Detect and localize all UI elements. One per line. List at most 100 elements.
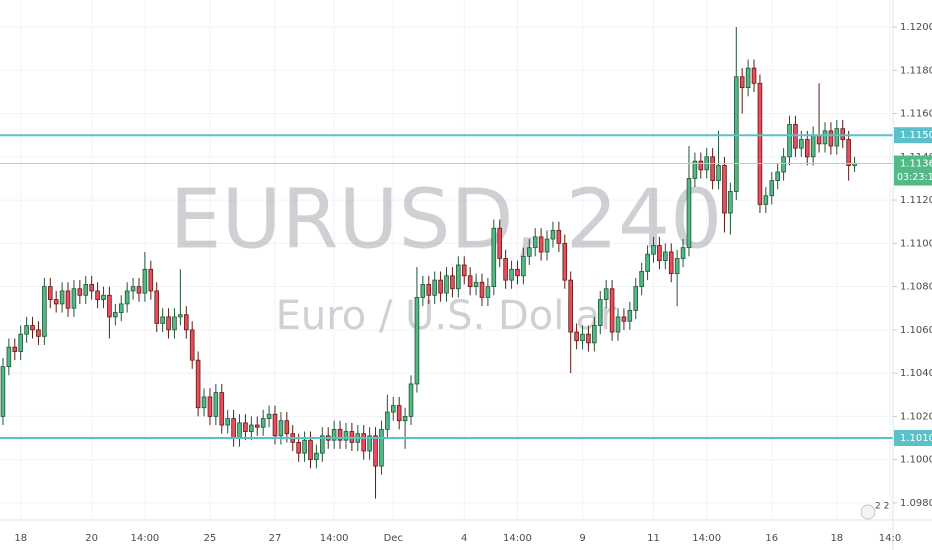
candle-body	[544, 238, 550, 253]
candle-body	[503, 258, 508, 281]
candle-body	[260, 418, 266, 428]
y-tick-label: 1.10400	[900, 368, 932, 379]
candle-body	[231, 418, 236, 439]
candle-body	[680, 247, 686, 259]
candle-body	[414, 297, 420, 385]
candle-body	[556, 229, 562, 244]
candle-body	[166, 316, 171, 331]
candle-body	[532, 236, 538, 249]
candle-body	[757, 82, 763, 205]
candle-body	[12, 346, 18, 352]
candles	[0, 27, 893, 499]
candle-body	[698, 160, 704, 171]
candle-body	[278, 420, 284, 437]
candle-body	[733, 76, 739, 192]
candle-body	[538, 236, 544, 253]
candle-body	[461, 264, 467, 277]
candle-body	[385, 411, 390, 430]
candle-body	[787, 123, 792, 158]
candle-body	[710, 156, 715, 182]
badge-icon	[860, 504, 876, 520]
candle-body	[65, 290, 71, 309]
candle-body	[651, 245, 656, 255]
candle-body	[361, 433, 366, 452]
candle-body	[160, 316, 165, 324]
candle-body	[438, 279, 443, 294]
y-tick-label: 1.11000	[900, 238, 932, 249]
candle-body	[775, 171, 780, 182]
candle-body	[396, 405, 402, 422]
candle-body	[769, 180, 775, 197]
candle-body	[621, 316, 627, 322]
candle-body	[444, 275, 449, 294]
candle-body	[728, 191, 733, 214]
candle-body	[266, 413, 272, 419]
x-tick-label: 4	[461, 533, 467, 544]
candle-body	[249, 424, 254, 432]
candle-body	[692, 160, 698, 179]
x-tick-label: 16	[765, 533, 778, 544]
candle-body	[71, 288, 77, 309]
last-price-box	[894, 155, 932, 186]
candle-body	[189, 329, 195, 361]
candle-body	[0, 366, 6, 417]
candle-body	[408, 383, 414, 417]
candle-body	[834, 128, 840, 147]
candle-body	[521, 255, 526, 277]
candle-body	[799, 139, 804, 149]
candle-body	[828, 130, 834, 147]
candle-body	[101, 294, 106, 300]
candle-body	[6, 346, 12, 368]
candle-body	[219, 392, 225, 426]
candle-body	[722, 165, 727, 214]
candle-body	[751, 67, 757, 84]
candle-body	[592, 325, 597, 344]
candle-body	[479, 281, 485, 298]
candle-body	[633, 286, 639, 311]
x-tick-label: 18	[14, 533, 27, 544]
badge-text: 2 2	[875, 502, 889, 512]
x-tick-label: 11	[647, 533, 660, 544]
candle-body	[515, 268, 520, 277]
candle-body	[580, 333, 585, 342]
candle-body	[36, 329, 41, 337]
x-tick-label: 25	[204, 533, 217, 544]
candle-body	[509, 268, 514, 281]
candle-body	[804, 139, 810, 158]
candle-body	[527, 247, 532, 257]
candle-body	[497, 227, 503, 259]
candle-body	[30, 325, 35, 331]
candle-body	[668, 251, 674, 275]
candle-body	[154, 290, 160, 324]
y-tick-label: 1.11600	[900, 109, 932, 120]
candle-body	[308, 439, 313, 461]
candle-body	[840, 128, 846, 140]
level-label: 1.10100	[900, 433, 932, 444]
candle-body	[745, 67, 751, 89]
candle-body	[24, 325, 29, 335]
candle-body	[207, 396, 213, 417]
candle-body	[674, 258, 680, 275]
candle-body	[426, 284, 432, 296]
countdown: 03:23:18	[897, 172, 932, 183]
x-tick-label: 18	[830, 533, 843, 544]
candle-body	[390, 405, 396, 413]
x-tick-label: 27	[269, 533, 282, 544]
candle-body	[562, 242, 568, 281]
y-tick-label: 1.11800	[900, 65, 932, 76]
candle-body	[130, 286, 136, 292]
candle-body	[272, 413, 278, 437]
candle-body	[225, 418, 230, 426]
candle-body	[450, 275, 455, 290]
candle-body	[42, 286, 47, 337]
candle-body	[568, 279, 573, 333]
candle-body	[302, 439, 307, 454]
candle-body	[609, 288, 615, 333]
candle-body	[550, 229, 556, 240]
candle-body	[615, 316, 621, 333]
candle-body	[739, 76, 745, 89]
candle-body	[603, 288, 609, 300]
candle-body	[491, 227, 497, 288]
